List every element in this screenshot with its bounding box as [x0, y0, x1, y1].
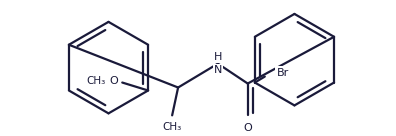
Text: O: O	[244, 123, 252, 133]
Text: CH₃: CH₃	[86, 75, 105, 86]
Text: H: H	[214, 52, 222, 62]
Text: O: O	[110, 75, 118, 86]
Text: Br: Br	[277, 68, 289, 78]
Text: N: N	[214, 65, 222, 75]
Text: CH₃: CH₃	[162, 122, 182, 132]
